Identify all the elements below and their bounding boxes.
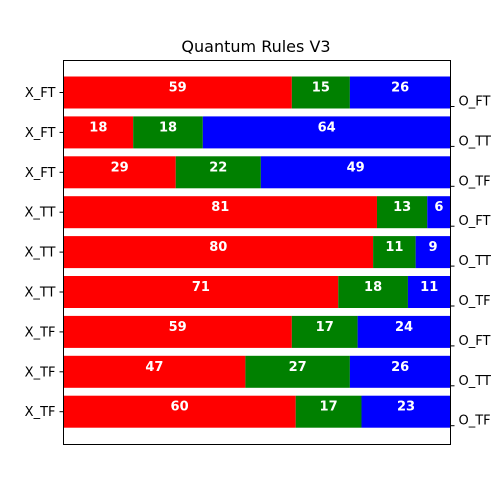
bar-value-label: 59 [169, 320, 187, 335]
bar-value-label: 27 [289, 360, 307, 375]
bar-segment [63, 315, 292, 348]
left-tick-label: X_TT [24, 206, 55, 221]
bar-segment [245, 355, 350, 388]
bar-segment [407, 276, 451, 308]
bar-value-label: 64 [318, 120, 336, 135]
bar-segment [63, 156, 176, 189]
bar-value-label: 18 [364, 280, 382, 295]
left-tick-label: X_TT [24, 286, 55, 301]
bar-value-label: 11 [420, 280, 438, 295]
bar-value-label: 17 [320, 400, 338, 415]
bar-segment [63, 395, 296, 428]
bar-segment [63, 196, 377, 229]
bar-segment [427, 196, 451, 229]
left-tick-label: X_FT [25, 126, 56, 141]
right-category-axis: O_FT O_TT O_TF O_FT O_TT O_TF O_FT O_TT O_TF [450, 95, 491, 429]
bar-value-label: 13 [393, 200, 411, 215]
bar-value-label: 22 [209, 160, 227, 175]
left-tick-label: X_FT [25, 86, 56, 101]
bar-value-label: 18 [89, 120, 107, 135]
right-tick-label: O_FT [459, 214, 491, 229]
bar-segment [357, 315, 451, 348]
bar-value-label: 11 [385, 240, 403, 255]
chart-title: Quantum Rules V3 [181, 37, 330, 56]
left-tick-label: X_FT [25, 166, 56, 181]
bar-value-label: 17 [316, 320, 334, 335]
bar-value-label: 6 [434, 200, 443, 215]
bar-segment [376, 196, 428, 229]
left-tick-label: X_TF [25, 405, 56, 420]
right-tick-label: O_TF [459, 414, 491, 429]
plot-frame [63, 60, 451, 445]
bar-segment [63, 116, 134, 149]
bar-segment [291, 76, 350, 109]
right-tick-label: O_TF [459, 294, 491, 309]
bar-segment [202, 116, 451, 149]
bar-segment [415, 236, 451, 269]
right-tick-label: O_TF [459, 174, 491, 189]
left-category-axis: X_FT X_FT X_FT X_TT X_TT X_TT X_TF X_TF X_TF [24, 86, 64, 420]
bar-value-label: 26 [391, 360, 409, 375]
bar-segment [260, 156, 451, 189]
bar-segment [295, 395, 362, 428]
bar-segment [63, 76, 292, 109]
bar-value-label: 15 [312, 81, 330, 96]
bar-segment [373, 236, 416, 269]
right-tick-label: O_TT [459, 374, 491, 389]
bar-segment [291, 315, 358, 348]
bars-layer [63, 76, 451, 428]
right-tick-label: O_FT [459, 95, 491, 110]
bar-segment [349, 76, 451, 109]
left-tick-label: X_TT [24, 246, 55, 261]
bar-labels-layer: 59 15 26 18 18 64 29 22 49 81 13 6 80 11 9 71 18 11 59 17 24… [89, 81, 443, 415]
right-tick-label: O_FT [459, 334, 491, 349]
bar-value-label: 49 [347, 160, 365, 175]
bar-value-label: 18 [159, 120, 177, 135]
bar-segment [338, 276, 408, 308]
bar-segment [175, 156, 261, 189]
bar-segment [349, 355, 451, 388]
bar-value-label: 24 [395, 320, 413, 335]
bar-segment [133, 116, 203, 149]
bar-value-label: 29 [111, 160, 129, 175]
bar-segment [63, 355, 246, 388]
bar-value-label: 9 [429, 240, 438, 255]
bar-value-label: 71 [192, 280, 210, 295]
bar-segment [361, 395, 451, 428]
left-tick-label: X_TF [25, 365, 56, 380]
bar-value-label: 80 [209, 240, 227, 255]
bar-value-label: 23 [397, 400, 415, 415]
left-tick-label: X_TF [25, 325, 56, 340]
bar-segment [63, 276, 339, 308]
right-tick-label: O_TT [459, 254, 491, 269]
right-tick-label: O_TT [459, 134, 491, 149]
bar-value-label: 59 [169, 81, 187, 96]
bar-value-label: 60 [171, 400, 189, 415]
bar-value-label: 47 [145, 360, 163, 375]
bar-segment [63, 236, 374, 269]
bar-value-label: 26 [391, 81, 409, 96]
bar-value-label: 81 [211, 200, 229, 215]
